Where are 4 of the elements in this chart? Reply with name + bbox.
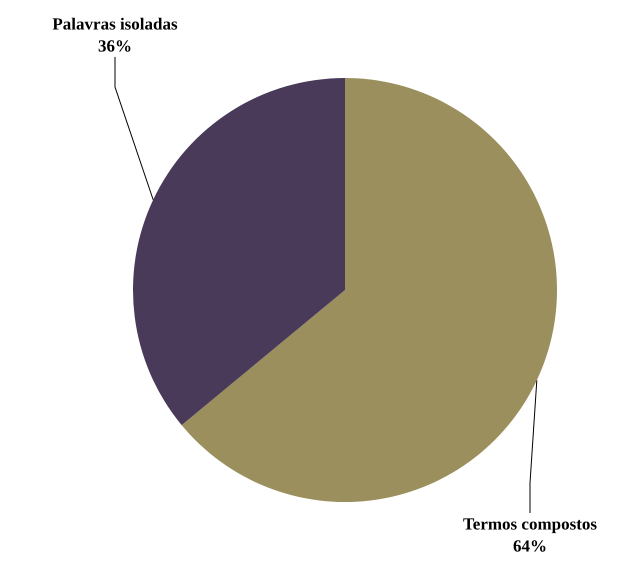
- data-label: 36%: [98, 36, 132, 56]
- slice-label: Termos compostos: [463, 514, 598, 534]
- slice-label: Palavras isoladas: [52, 14, 178, 34]
- data-label: 64%: [513, 536, 547, 556]
